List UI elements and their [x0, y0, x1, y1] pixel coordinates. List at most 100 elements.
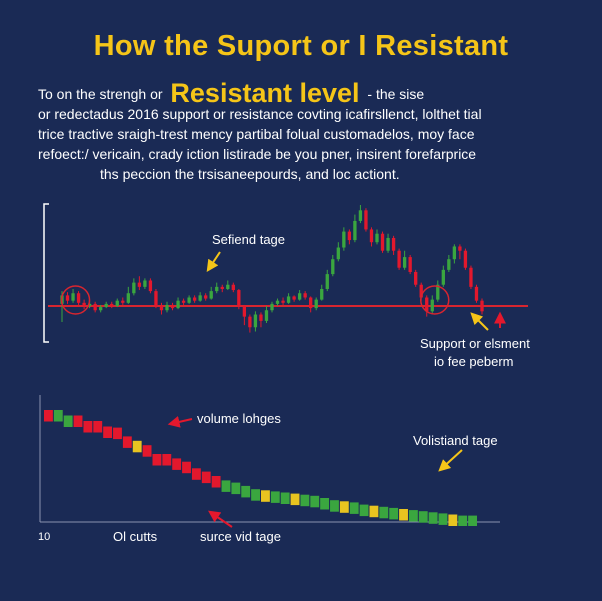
candle: [121, 297, 125, 305]
chart-title: How the Suport or I Resistant: [93, 30, 509, 62]
candle: [336, 242, 340, 262]
candle-body: [165, 304, 169, 311]
candle: [204, 293, 208, 301]
candle: [463, 248, 468, 270]
candle-body: [369, 229, 374, 243]
candle-body: [192, 297, 197, 301]
volume-bar: [241, 485, 251, 498]
candle: [82, 299, 86, 310]
y-axis-bracket: [43, 203, 49, 343]
candle-body: [380, 233, 385, 251]
candle-body: [237, 290, 241, 306]
candle-body: [408, 257, 412, 272]
candle: [170, 302, 175, 311]
volume-arrow: [167, 416, 193, 428]
bottom-right-label: surce vid tage: [200, 529, 281, 544]
candle-body: [170, 304, 175, 309]
candle: [110, 301, 114, 309]
candle: [154, 288, 158, 309]
volistiand-arrow: [438, 449, 463, 472]
candle: [270, 301, 274, 313]
candle: [137, 276, 142, 291]
candle: [253, 311, 258, 332]
candle-body: [386, 237, 390, 251]
candle: [436, 280, 440, 302]
description-line-4: refoect:/ vericain, crady iction listira…: [38, 146, 477, 162]
candle: [408, 254, 412, 275]
candle-body: [231, 284, 235, 291]
candle-body: [209, 291, 213, 299]
candle-body: [204, 295, 208, 299]
candle: [65, 292, 70, 304]
volume-bar: [261, 490, 270, 502]
candle-body: [132, 282, 136, 294]
candle: [264, 306, 269, 324]
candle: [209, 286, 213, 300]
volume-bar: [63, 415, 73, 427]
candle: [458, 244, 462, 260]
candle: [430, 295, 434, 315]
candle: [353, 214, 357, 243]
candle-body: [425, 297, 429, 312]
candle: [314, 297, 318, 311]
candle: [452, 244, 457, 264]
volume-bar: [270, 491, 280, 503]
candle-body: [480, 300, 484, 312]
volume-bar: [251, 489, 260, 501]
candle-body: [402, 257, 407, 268]
volume-bar: [310, 495, 320, 508]
candle: [231, 282, 235, 293]
candle-body: [463, 250, 468, 268]
volume-bar: [103, 426, 113, 438]
candle-body: [181, 300, 186, 303]
candle-body: [242, 306, 247, 317]
candle: [281, 297, 285, 305]
description-line-3: trice tractive sraigh-trest mency partib…: [38, 126, 475, 142]
candle: [402, 250, 407, 270]
description-line-1-start: To on the strengh or: [38, 86, 163, 102]
candle-body: [331, 259, 335, 275]
candle-body: [275, 300, 280, 304]
volume-label: volume lohges: [197, 411, 281, 426]
candle-body: [104, 303, 108, 308]
volume-bar: [122, 436, 132, 448]
volume-bar: [113, 427, 122, 440]
candle-body: [215, 286, 219, 292]
candle-body: [248, 316, 252, 328]
candle: [331, 254, 335, 277]
volume-bar: [438, 513, 448, 525]
support-arrow-yellow: [470, 312, 489, 331]
volume-chart: [39, 395, 500, 526]
candle: [93, 301, 97, 313]
candle-body: [87, 303, 92, 306]
candle: [226, 280, 230, 291]
candle-body: [148, 280, 153, 292]
candle-body: [99, 307, 103, 311]
candle-body: [419, 284, 423, 298]
volume-bar: [201, 471, 211, 484]
candle: [165, 301, 169, 313]
candle-body: [347, 231, 352, 241]
description-line-1: To on the strengh or Resistant level - t…: [38, 80, 578, 107]
candle-body: [320, 288, 324, 300]
candle-body: [436, 284, 440, 300]
volume-bar: [73, 415, 83, 427]
candle: [391, 235, 396, 255]
volistiand-label: Volistiand tage: [413, 433, 498, 448]
candle: [480, 298, 484, 315]
volume-bar: [349, 502, 359, 514]
candle-body: [220, 286, 224, 289]
volume-bar: [359, 504, 369, 517]
description-paragraph: To on the strengh or Resistant level - t…: [38, 80, 578, 184]
upper-arrow: [206, 251, 221, 272]
candle-body: [198, 295, 202, 301]
candle: [198, 292, 202, 302]
candle: [414, 269, 418, 287]
candle-body: [286, 296, 291, 303]
volume-bar: [428, 512, 438, 524]
description-line-5: ths peccion the trsisaneepourds, and loc…: [100, 166, 400, 182]
volume-bar: [300, 494, 310, 507]
volume-bar: [399, 509, 408, 521]
candle: [187, 295, 191, 304]
annotation-arrows: [167, 251, 506, 528]
